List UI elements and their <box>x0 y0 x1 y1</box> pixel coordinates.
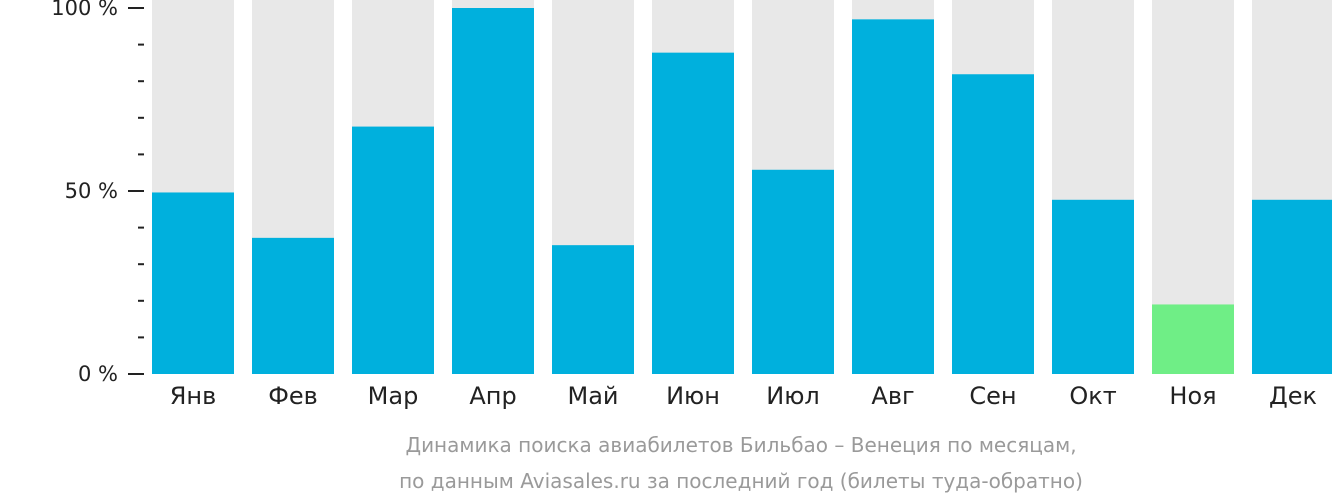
x-tick-label: Сен <box>969 382 1016 410</box>
x-tick-label: Май <box>567 382 618 410</box>
chart-caption-line-2: по данным Aviasales.ru за последний год … <box>399 469 1083 493</box>
bar <box>1252 199 1332 374</box>
bar <box>652 52 734 374</box>
x-tick-label: Ноя <box>1169 382 1216 410</box>
x-tick-label: Дек <box>1269 382 1317 410</box>
bar <box>152 192 234 374</box>
x-tick-label: Фев <box>268 382 318 410</box>
x-tick-label: Окт <box>1069 382 1116 410</box>
chart-caption-line-1: Динамика поиска авиабилетов Бильбао – Ве… <box>405 433 1076 457</box>
bar <box>752 169 834 374</box>
x-tick-label: Янв <box>170 382 217 410</box>
bar <box>852 19 934 374</box>
bar <box>952 74 1034 374</box>
y-tick-label: 50 % <box>65 179 118 203</box>
y-tick-label: 0 % <box>78 362 118 386</box>
bar <box>1052 199 1134 374</box>
x-tick-label: Июн <box>666 382 720 410</box>
x-axis-labels: Янв Фев Мар Апр Май Июн Июл Авг Сен Окт Ноя Дек <box>170 382 1317 410</box>
bars <box>152 0 1332 374</box>
y-tick-label: 100 % <box>51 0 118 20</box>
bar <box>552 245 634 374</box>
bar <box>252 237 334 374</box>
x-tick-label: Мар <box>368 382 419 410</box>
bar <box>1152 304 1234 374</box>
bar <box>352 126 434 374</box>
x-tick-label: Апр <box>469 382 516 410</box>
y-axis: 0 % 50 % 100 % <box>51 0 144 386</box>
bar <box>452 8 534 374</box>
x-tick-label: Авг <box>871 382 914 410</box>
x-tick-label: Июл <box>766 382 820 410</box>
